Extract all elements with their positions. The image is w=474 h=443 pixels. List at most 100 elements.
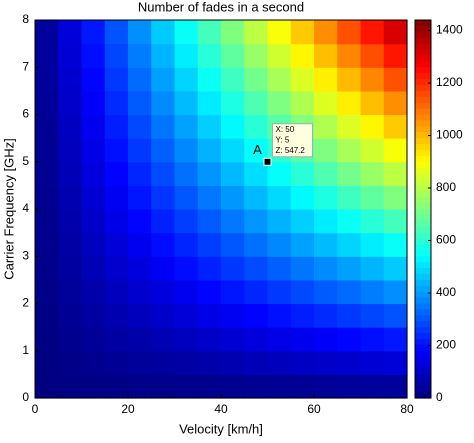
heatmap-cell — [244, 279, 269, 305]
colorbar-swatch — [415, 315, 431, 322]
heatmap-cell — [81, 90, 106, 116]
heatmap-cell — [197, 232, 222, 257]
heatmap-cell — [314, 67, 338, 92]
heatmap-cell — [35, 185, 59, 210]
colorbar-swatch — [415, 132, 431, 139]
heatmap-cell — [360, 232, 385, 257]
heatmap-cell — [128, 256, 152, 281]
heatmap-cell — [314, 138, 338, 163]
heatmap-cell — [360, 327, 385, 352]
colorbar-tick-label: 0 — [436, 390, 443, 404]
colorbar-swatch — [415, 268, 431, 275]
heatmap-cell — [58, 114, 83, 139]
heatmap-cell — [151, 209, 176, 234]
colorbar-swatch — [415, 362, 431, 370]
heatmap-cell — [221, 43, 245, 68]
heatmap-cell — [174, 185, 199, 210]
heatmap-cell — [151, 90, 176, 116]
heatmap-cell — [360, 209, 385, 234]
heatmap-cell — [104, 161, 129, 186]
heatmap-cell — [267, 232, 292, 257]
heatmap-cell — [244, 20, 269, 45]
heatmap-cell — [383, 43, 408, 68]
heatmap-cell — [290, 327, 315, 352]
colorbar-swatch — [415, 167, 431, 175]
heatmap-cell — [314, 327, 338, 352]
heatmap-cell — [314, 161, 338, 186]
colorbar-swatch — [415, 256, 431, 263]
heatmap-cell — [360, 185, 385, 210]
heatmap-cell — [58, 209, 83, 234]
heatmap-cell — [290, 20, 315, 45]
colorbar-swatch — [415, 185, 431, 192]
heatmap-cell — [197, 350, 222, 375]
colorbar-tick-label: 1400 — [436, 23, 463, 37]
heatmap-cell — [337, 279, 362, 305]
heatmap-cell — [337, 43, 362, 68]
heatmap-cell — [104, 185, 129, 210]
heatmap-cell — [104, 232, 129, 257]
heatmap-cell — [337, 90, 362, 116]
heatmap-cell — [290, 209, 315, 234]
colorbar-swatch — [415, 333, 431, 340]
heatmap-cell — [267, 279, 292, 305]
heatmap-cell — [267, 209, 292, 234]
heatmap-cell — [81, 43, 106, 68]
heatmap-cell — [383, 374, 408, 399]
heatmap-cell — [58, 303, 83, 328]
heatmap-cell — [197, 20, 222, 45]
colorbar-swatch — [415, 79, 431, 86]
heatmap-cell — [174, 20, 199, 45]
heatmap-cell — [221, 67, 245, 92]
heatmap-cell — [337, 114, 362, 139]
heatmap-cell — [197, 90, 222, 116]
heatmap-cell — [174, 232, 199, 257]
datatip-label: A — [253, 142, 262, 157]
heatmap-cell — [337, 209, 362, 234]
heatmap-cell — [128, 374, 152, 399]
heatmap-cell — [337, 20, 362, 45]
y-axis-label: Carrier Frequency [GHz] — [1, 138, 16, 280]
heatmap-cell — [35, 209, 59, 234]
heatmap-cell — [174, 161, 199, 186]
heatmap-cell — [383, 185, 408, 210]
heatmap-cell — [151, 20, 176, 45]
heatmap-cell — [383, 350, 408, 375]
heatmap-cell — [58, 350, 83, 375]
heatmap-cell — [337, 161, 362, 186]
heatmap-cell — [383, 256, 408, 281]
heatmap-cell — [174, 43, 199, 68]
heatmap-cell — [58, 185, 83, 210]
heatmap-cell — [221, 185, 245, 210]
colorbar-swatch — [415, 120, 431, 127]
colorbar-swatch — [415, 214, 431, 222]
colorbar-swatch — [415, 338, 431, 346]
heatmap-cell — [128, 20, 152, 45]
heatmap-cell — [35, 43, 59, 68]
colorbar-swatch — [415, 197, 431, 204]
heatmap-cell — [267, 185, 292, 210]
colorbar-swatch — [415, 250, 431, 257]
colorbar-swatch — [415, 96, 431, 104]
colorbar-swatch — [415, 203, 431, 210]
colorbar-swatch — [415, 327, 431, 334]
heatmap-cell — [337, 232, 362, 257]
datatip-box — [272, 123, 313, 158]
heatmap-cell — [151, 43, 176, 68]
heatmap-cell — [197, 114, 222, 139]
colorbar-swatch — [415, 226, 431, 234]
colorbar-tick-label: 200 — [436, 338, 456, 352]
y-tick-label: 8 — [22, 12, 29, 26]
heatmap-cell — [360, 256, 385, 281]
heatmap-cell — [290, 161, 315, 186]
heatmap-cell — [128, 138, 152, 163]
heatmap-cell — [244, 138, 269, 163]
heatmap-cell — [151, 138, 176, 163]
heatmap-cell — [128, 350, 152, 375]
heatmap-cell — [221, 90, 245, 116]
heatmap-cell — [244, 303, 269, 328]
heatmap-cell — [360, 114, 385, 139]
colorbar-tick-label: 600 — [436, 233, 456, 247]
colorbar-swatch — [415, 37, 431, 45]
